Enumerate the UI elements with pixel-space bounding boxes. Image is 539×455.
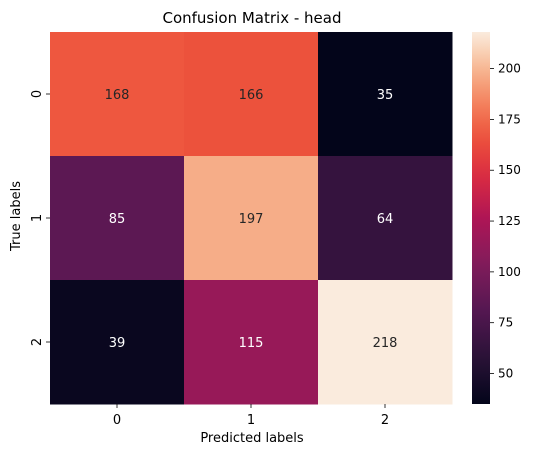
heatmap-cell-2-1	[184, 280, 319, 405]
x-tick-label: 0	[113, 413, 121, 428]
colorbar-tick-label: 50	[498, 367, 513, 381]
y-tick-label: 0	[30, 90, 45, 98]
cell-value-label: 115	[239, 336, 264, 351]
x-tick-label: 2	[381, 413, 389, 428]
cell-value-label: 64	[377, 212, 394, 227]
cell-value-label: 218	[373, 336, 398, 351]
x-tick-label: 1	[247, 413, 255, 428]
cell-value-label: 35	[377, 88, 394, 103]
y-tick-label: 1	[30, 214, 45, 222]
colorbar-tick-label: 100	[498, 265, 521, 279]
cell-value-label: 39	[109, 336, 126, 351]
colorbar: 50 75 100 125 150 175 200	[472, 32, 521, 404]
colorbar-tick-label: 200	[498, 62, 521, 76]
cell-value-label: 168	[105, 88, 130, 103]
heatmap-cell-0-0	[50, 32, 185, 157]
cell-value-label: 85	[109, 212, 126, 227]
heatmap-cell-0-1	[184, 32, 319, 157]
colorbar-tick-label: 125	[498, 214, 521, 228]
y-axis-label: True labels	[9, 181, 24, 252]
colorbar-gradient	[472, 32, 490, 404]
x-axis-label: Predicted labels	[200, 431, 304, 446]
heatmap-cell-0-2	[318, 32, 453, 157]
heatmap-cell-1-1	[184, 156, 319, 281]
cell-value-label: 197	[239, 212, 264, 227]
y-tick-label: 2	[30, 338, 45, 346]
chart-title: Confusion Matrix - head	[162, 9, 341, 27]
cell-value-label: 166	[239, 88, 264, 103]
heatmap-cell-1-2	[318, 156, 453, 281]
colorbar-tick-label: 175	[498, 112, 521, 126]
heatmap-cell-1-0	[50, 156, 185, 281]
heatmap-cell-2-0	[50, 280, 185, 405]
colorbar-tick-label: 75	[498, 316, 513, 330]
x-axis-ticks: 0 1 2	[113, 404, 389, 428]
colorbar-tick-label: 150	[498, 163, 521, 177]
heatmap-cell-2-2	[318, 280, 453, 405]
y-axis-ticks: 0 1 2	[30, 90, 50, 346]
heatmap-cells: 168 166 35 85 197 64 39 115 218	[50, 32, 453, 405]
